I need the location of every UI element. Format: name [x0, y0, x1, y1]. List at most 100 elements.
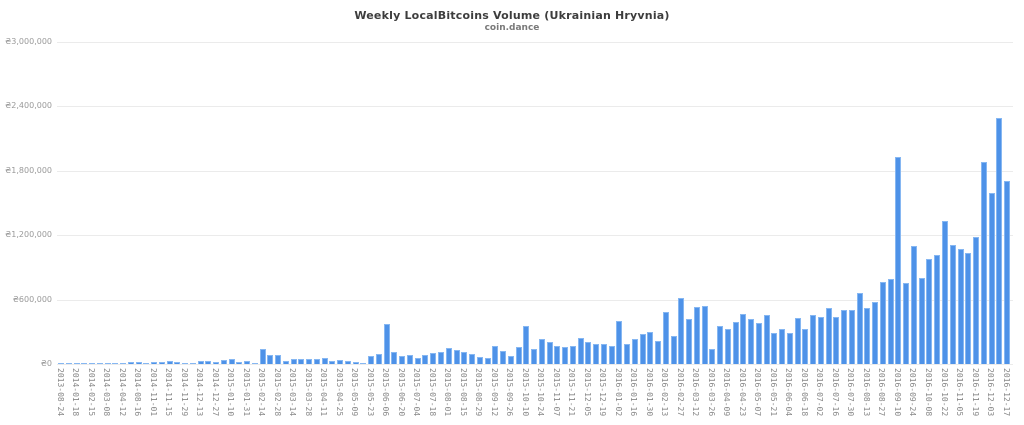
bar[interactable]	[220, 360, 227, 364]
bar[interactable]	[244, 361, 251, 364]
bar[interactable]	[352, 362, 359, 364]
bar[interactable]	[236, 362, 243, 364]
bar[interactable]	[748, 319, 755, 364]
bar[interactable]	[600, 344, 607, 364]
bar[interactable]	[810, 315, 817, 364]
bar[interactable]	[949, 245, 956, 364]
bar[interactable]	[484, 358, 491, 364]
bar[interactable]	[763, 315, 770, 364]
bar[interactable]	[872, 302, 879, 364]
bar[interactable]	[934, 255, 941, 364]
bar[interactable]	[375, 354, 382, 364]
bar[interactable]	[135, 362, 142, 364]
bar[interactable]	[903, 283, 910, 364]
bar[interactable]	[965, 253, 972, 364]
bar[interactable]	[158, 362, 165, 364]
bar[interactable]	[918, 278, 925, 364]
bar[interactable]	[864, 308, 871, 364]
bar[interactable]	[182, 363, 189, 364]
bar[interactable]	[848, 310, 855, 364]
bar[interactable]	[337, 360, 344, 364]
bar[interactable]	[251, 363, 258, 364]
bar[interactable]	[531, 349, 537, 364]
bar[interactable]	[523, 326, 530, 364]
bar[interactable]	[624, 344, 630, 364]
bar[interactable]	[89, 363, 95, 364]
bar[interactable]	[445, 348, 452, 364]
bar[interactable]	[507, 356, 514, 364]
bar[interactable]	[825, 308, 832, 364]
bar[interactable]	[383, 324, 390, 364]
bar[interactable]	[755, 323, 762, 364]
bar[interactable]	[988, 193, 995, 364]
bar[interactable]	[120, 363, 126, 364]
bar[interactable]	[492, 346, 499, 364]
bar[interactable]	[453, 350, 460, 364]
bar[interactable]	[461, 352, 468, 364]
bar[interactable]	[554, 346, 561, 364]
bar[interactable]	[616, 321, 623, 364]
bar[interactable]	[174, 362, 181, 364]
bar[interactable]	[996, 118, 1003, 364]
bar[interactable]	[476, 357, 483, 364]
bar[interactable]	[717, 326, 724, 364]
bar[interactable]	[926, 259, 933, 364]
bar[interactable]	[794, 318, 801, 364]
bar[interactable]	[538, 339, 545, 364]
bar[interactable]	[65, 363, 72, 364]
bar[interactable]	[344, 361, 351, 364]
bar[interactable]	[569, 346, 576, 364]
bar[interactable]	[817, 317, 824, 364]
bar[interactable]	[856, 293, 863, 364]
bar[interactable]	[360, 363, 367, 364]
bar[interactable]	[151, 362, 157, 364]
bar[interactable]	[724, 329, 731, 364]
bar[interactable]	[1004, 181, 1010, 364]
bar[interactable]	[282, 361, 289, 364]
bar[interactable]	[469, 354, 475, 364]
bar[interactable]	[802, 329, 809, 364]
bar[interactable]	[562, 347, 568, 364]
bar[interactable]	[686, 319, 693, 364]
bar[interactable]	[81, 363, 88, 364]
bar[interactable]	[368, 356, 375, 364]
bar[interactable]	[887, 279, 894, 364]
bar[interactable]	[779, 329, 786, 364]
bar[interactable]	[942, 221, 948, 364]
bar[interactable]	[670, 336, 677, 364]
bar[interactable]	[259, 349, 266, 364]
bar[interactable]	[740, 314, 747, 364]
bar[interactable]	[662, 312, 669, 364]
bar[interactable]	[166, 361, 173, 364]
bar[interactable]	[104, 363, 111, 364]
bar[interactable]	[290, 359, 297, 364]
bar[interactable]	[399, 356, 406, 364]
bar[interactable]	[608, 346, 615, 364]
bar[interactable]	[771, 333, 778, 364]
bar[interactable]	[655, 341, 662, 364]
bar[interactable]	[910, 246, 917, 364]
bar[interactable]	[973, 237, 979, 364]
bar[interactable]	[709, 349, 716, 364]
bar[interactable]	[329, 361, 336, 364]
bar[interactable]	[406, 355, 413, 364]
bar[interactable]	[430, 353, 437, 364]
bar[interactable]	[143, 363, 150, 364]
bar[interactable]	[96, 363, 103, 364]
bar[interactable]	[391, 352, 398, 364]
bar[interactable]	[701, 306, 708, 364]
bar[interactable]	[585, 342, 592, 364]
bar[interactable]	[58, 363, 64, 364]
bar[interactable]	[267, 355, 274, 364]
bar[interactable]	[895, 157, 902, 364]
bar[interactable]	[678, 298, 685, 364]
bar[interactable]	[879, 282, 886, 364]
bar[interactable]	[577, 338, 584, 364]
bar[interactable]	[414, 358, 421, 364]
bar[interactable]	[127, 362, 134, 364]
bar[interactable]	[546, 342, 553, 364]
bar[interactable]	[189, 363, 196, 364]
bar[interactable]	[228, 359, 235, 364]
bar[interactable]	[500, 351, 506, 364]
bar[interactable]	[841, 310, 848, 364]
